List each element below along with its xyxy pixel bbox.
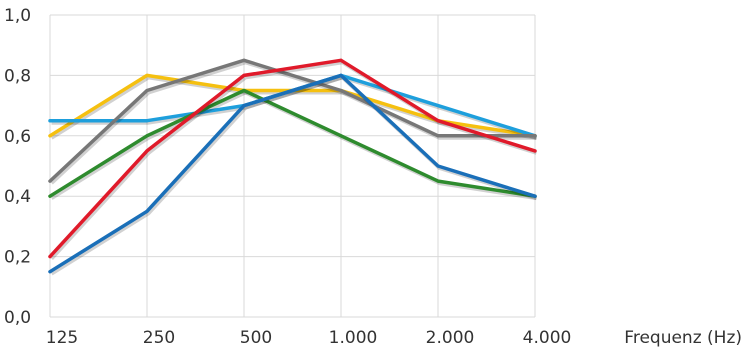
x-tick-label: 500 (240, 328, 272, 348)
data-point (48, 119, 52, 123)
data-point (48, 194, 52, 198)
data-point (436, 119, 440, 123)
data-point (339, 58, 343, 62)
data-point (48, 270, 52, 274)
data-point (145, 73, 149, 77)
data-point (145, 149, 149, 153)
x-tick-label: 125 (46, 328, 78, 348)
data-point (145, 119, 149, 123)
x-tick-labels: 125 250 500 1.000 2.000 4.000 (46, 328, 572, 348)
data-point (48, 255, 52, 259)
y-tick-label: 1,0 (4, 6, 31, 26)
x-tick-label: 250 (143, 328, 175, 348)
y-tick-label: 0,4 (4, 187, 31, 207)
x-tick-label: 4.000 (523, 328, 572, 348)
data-point (242, 73, 246, 77)
data-point (436, 164, 440, 168)
data-point (436, 179, 440, 183)
y-tick-label: 0,8 (4, 66, 31, 86)
series-line-4 (48, 58, 537, 183)
x-tick-label: 2.000 (426, 328, 475, 348)
x-axis-title: Frequenz (Hz) (624, 328, 742, 348)
data-point (48, 179, 52, 183)
data-point (145, 89, 149, 92)
data-point (242, 89, 246, 92)
x-tick-label: 1.000 (329, 328, 378, 348)
data-point (533, 149, 537, 153)
data-point (242, 104, 246, 108)
series-line-3 (48, 88, 537, 198)
data-point (48, 134, 52, 138)
data-point (145, 209, 149, 213)
series-line-5 (48, 58, 537, 259)
y-tick-label: 0,6 (4, 127, 31, 147)
data-point (339, 89, 343, 92)
data-point (339, 134, 343, 138)
y-tick-label: 0,2 (4, 248, 31, 268)
data-point (533, 134, 537, 138)
data-point (436, 104, 440, 108)
y-tick-label: 0,0 (4, 308, 31, 328)
data-point (242, 58, 246, 62)
data-point (533, 194, 537, 198)
series-line-6 (48, 73, 537, 274)
data-point (145, 134, 149, 138)
chart-grid (49, 14, 536, 318)
data-point (339, 73, 343, 77)
data-point (436, 134, 440, 138)
y-tick-labels: 0,0 0,2 0,4 0,6 0,8 1,0 (4, 6, 31, 328)
series-line-shadow (50, 90, 537, 201)
chart-series (48, 58, 538, 276)
